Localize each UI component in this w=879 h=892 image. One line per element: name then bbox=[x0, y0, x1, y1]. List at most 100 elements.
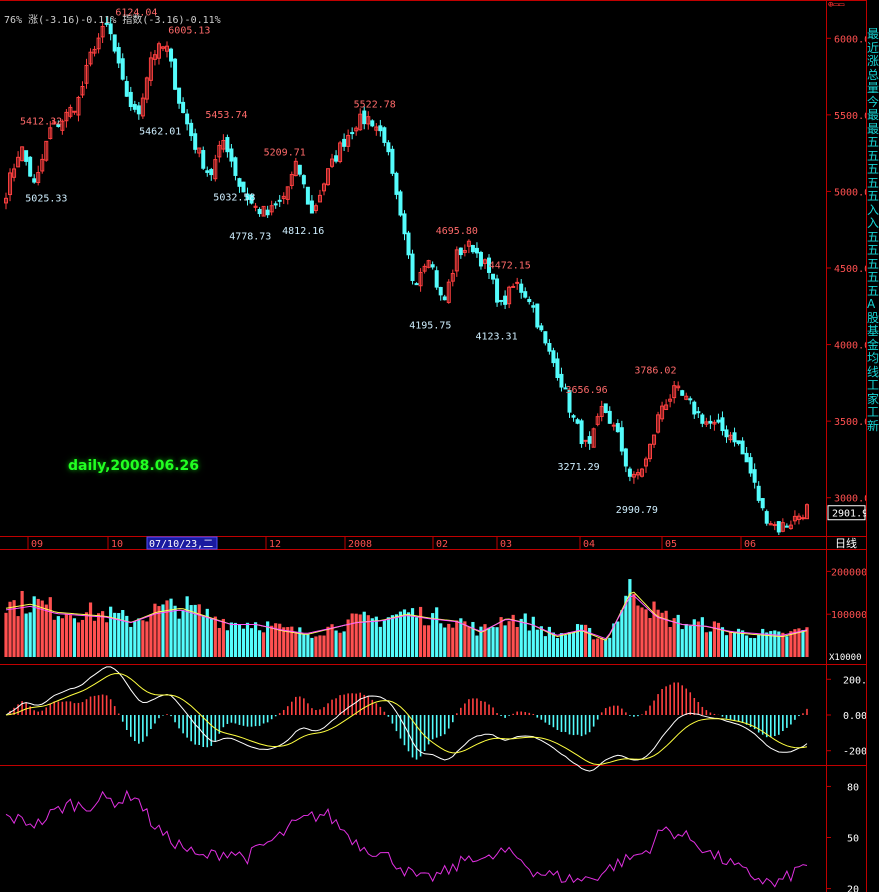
volume-bar bbox=[52, 619, 56, 657]
candle-body bbox=[450, 273, 455, 282]
volume-bar bbox=[117, 613, 121, 657]
volume-bar bbox=[189, 605, 193, 657]
candle-body bbox=[676, 385, 681, 389]
candle-body bbox=[800, 517, 805, 520]
candle-body bbox=[4, 197, 9, 204]
volume-bar bbox=[418, 606, 423, 657]
volume-bar bbox=[797, 628, 801, 657]
date-tick-label: 06 bbox=[744, 539, 756, 550]
volume-bar bbox=[704, 632, 708, 657]
volume-bar bbox=[757, 634, 761, 657]
price-annotation: 5462.01 bbox=[139, 127, 181, 138]
volume-bar bbox=[684, 623, 688, 657]
volume-bar bbox=[551, 632, 556, 657]
volume-bar bbox=[765, 632, 769, 657]
candle-body bbox=[84, 64, 89, 84]
volume-bar bbox=[628, 579, 632, 657]
candle-body bbox=[173, 58, 178, 90]
volume-bar bbox=[370, 618, 374, 657]
volume-bar bbox=[342, 631, 346, 657]
volume-bar bbox=[36, 598, 40, 657]
volume-bar bbox=[596, 638, 600, 657]
candle-body bbox=[672, 385, 677, 399]
volume-bar bbox=[197, 604, 201, 657]
volume-bar bbox=[169, 598, 173, 657]
rsi-panel: 80 50 20 bbox=[5, 782, 859, 892]
volume-bar bbox=[515, 627, 519, 657]
candle-body bbox=[253, 205, 258, 208]
volume-bar bbox=[310, 637, 314, 657]
volume-bar bbox=[92, 620, 97, 657]
volume-bar bbox=[753, 638, 757, 657]
candle-body bbox=[148, 57, 153, 81]
volume-bar bbox=[181, 610, 185, 657]
candle-body bbox=[615, 423, 620, 433]
price-annotation: 4778.73 bbox=[229, 231, 271, 242]
volume-bar bbox=[105, 622, 109, 657]
candle-body bbox=[366, 116, 371, 125]
volume-bar bbox=[76, 622, 81, 657]
candle-body bbox=[185, 113, 190, 125]
volume-bar bbox=[249, 628, 254, 657]
candle-body bbox=[321, 183, 326, 192]
volume-bar bbox=[531, 616, 535, 657]
candle-body bbox=[394, 172, 399, 195]
side-panel-text: 最近涨总量今最最五五五五五入入五五五五五A股基金均线工家工新 bbox=[867, 28, 879, 433]
side-panel[interactable] bbox=[866, 0, 879, 892]
candle-body bbox=[136, 105, 141, 115]
candle-body bbox=[527, 299, 532, 303]
candle-body bbox=[358, 113, 363, 131]
candle-body bbox=[297, 164, 302, 175]
candle-body bbox=[28, 156, 33, 177]
volume-bar bbox=[274, 623, 278, 657]
settings-icon[interactable]: ⊕▭▭ bbox=[828, 0, 845, 10]
volume-bar bbox=[237, 624, 242, 657]
candle-body bbox=[410, 253, 415, 282]
candle-body bbox=[209, 169, 214, 176]
volume-bar bbox=[193, 604, 197, 657]
candle-body bbox=[402, 213, 407, 235]
candle-body bbox=[108, 23, 113, 35]
volume-bar bbox=[177, 618, 181, 657]
price-annotation: 3656.96 bbox=[565, 385, 607, 396]
volume-bar bbox=[624, 595, 628, 657]
candle-body bbox=[700, 414, 705, 424]
volume-bar bbox=[503, 625, 507, 657]
candle-body bbox=[16, 156, 21, 168]
candle-body bbox=[370, 120, 375, 127]
volume-bar bbox=[588, 627, 592, 657]
candle-body bbox=[165, 45, 170, 52]
volume-bar bbox=[451, 627, 455, 657]
volume-bar bbox=[793, 629, 797, 657]
volume-bar bbox=[257, 630, 262, 657]
candle-body bbox=[591, 428, 596, 448]
candle-body bbox=[643, 458, 648, 467]
volume-bar bbox=[745, 635, 749, 657]
candlestick-series[interactable] bbox=[4, 16, 809, 535]
candle-body bbox=[346, 134, 351, 147]
volume-bar bbox=[282, 627, 286, 657]
volume-bar bbox=[101, 611, 105, 657]
volume-bar bbox=[579, 624, 584, 657]
candle-body bbox=[426, 260, 431, 268]
volume-bar bbox=[266, 621, 270, 657]
period-label: 日线 bbox=[835, 536, 857, 550]
price-annotation: 5453.74 bbox=[205, 110, 247, 121]
candle-body bbox=[535, 303, 540, 328]
candle-body bbox=[712, 421, 717, 425]
volume-bar bbox=[84, 612, 89, 657]
rsi-tick-label: 50 bbox=[847, 834, 859, 845]
candle-body bbox=[446, 281, 451, 303]
volume-bar bbox=[245, 622, 250, 657]
candle-body bbox=[88, 51, 93, 65]
volume-bar bbox=[217, 627, 221, 657]
candle-body bbox=[152, 54, 157, 60]
volume-bar bbox=[455, 620, 459, 657]
candle-body bbox=[293, 160, 298, 177]
volume-tick-label: 200000 bbox=[831, 567, 867, 578]
volume-bar bbox=[527, 630, 531, 657]
candle-body bbox=[474, 247, 479, 254]
candle-body bbox=[422, 265, 427, 272]
volume-bar bbox=[145, 621, 149, 657]
